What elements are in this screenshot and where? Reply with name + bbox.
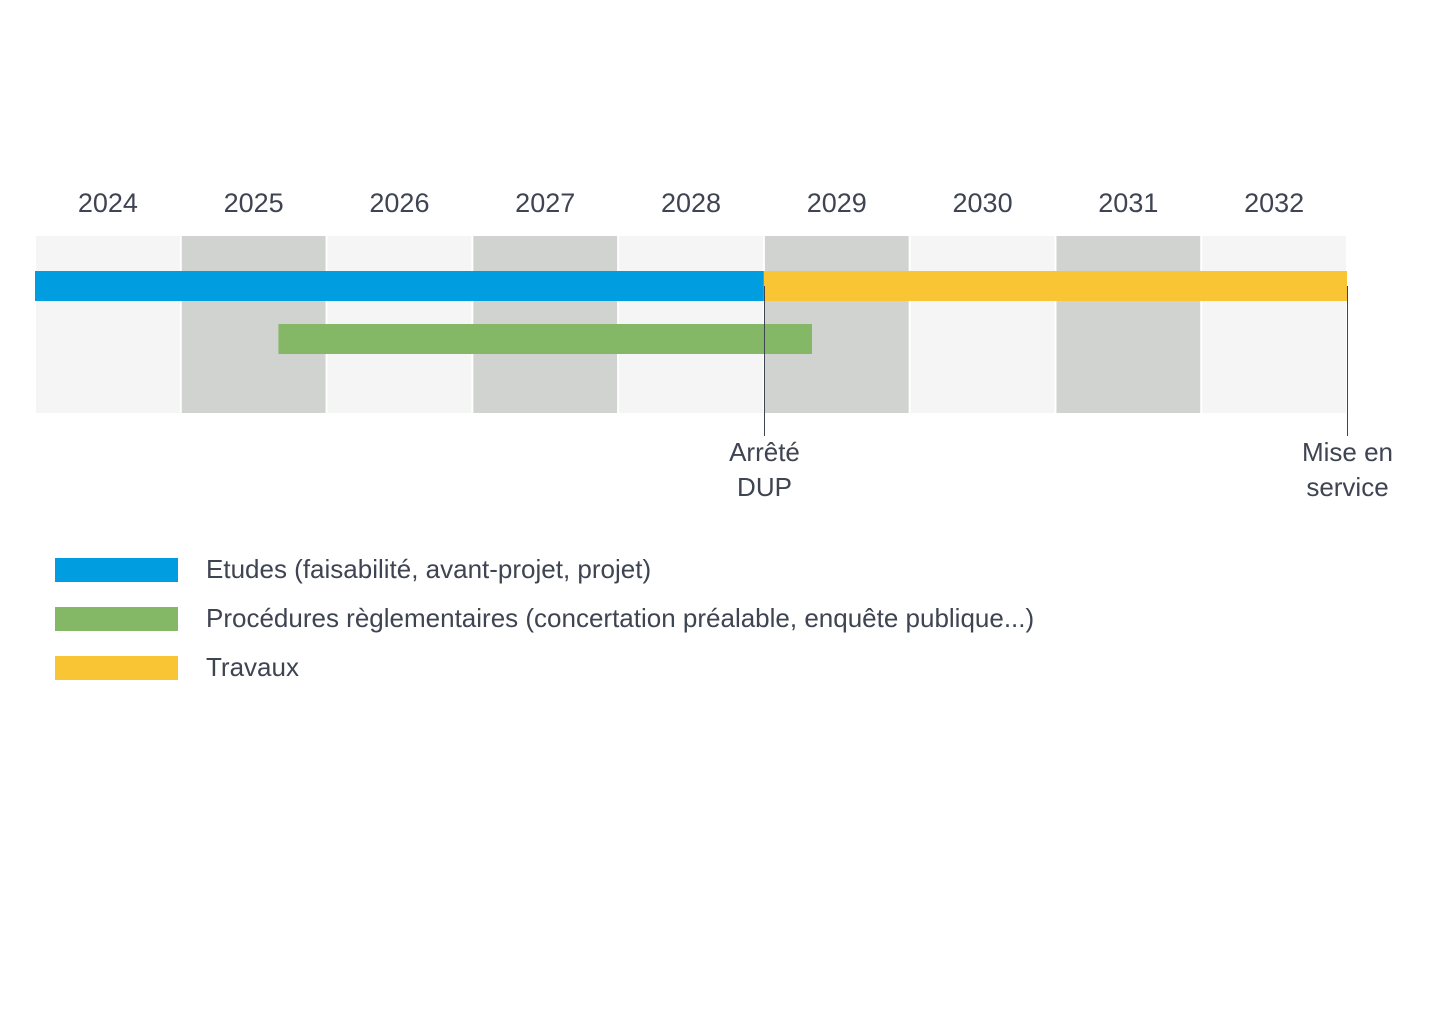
legend-label-etudes: Etudes (faisabilité, avant-projet, proje… [206, 554, 652, 584]
year-band-2024 [36, 236, 180, 413]
milestone-label-line: Mise en [1302, 437, 1393, 467]
legend-swatch-etudes [55, 558, 178, 582]
legend-label-procedures: Procédures règlementaires (concertation … [206, 603, 1035, 633]
milestone-label-line: Arrêté [729, 437, 800, 467]
legend-swatch-procedures [55, 607, 178, 631]
year-label-2029: 2029 [807, 188, 867, 218]
task-bar-2 [278, 324, 812, 354]
task-bar-1 [763, 271, 1347, 301]
task-bars [35, 271, 1347, 354]
year-label-2031: 2031 [1098, 188, 1158, 218]
milestones: Arrêté DUP Mise en service [729, 286, 1393, 502]
legend-swatch-travaux [55, 656, 178, 680]
task-bar-0 [35, 271, 764, 301]
milestone-label-line: service [1306, 472, 1388, 502]
year-band-2031 [1056, 236, 1201, 413]
year-label-2027: 2027 [515, 188, 575, 218]
year-band-2030 [910, 236, 1055, 413]
milestone-label-1: Mise en service [1302, 437, 1393, 502]
year-label-2025: 2025 [224, 188, 284, 218]
year-label-2030: 2030 [953, 188, 1013, 218]
year-label-2032: 2032 [1244, 188, 1304, 218]
year-label-2026: 2026 [369, 188, 429, 218]
year-labels: 2024 2025 2026 2027 2028 2029 2030 2031 2032 [78, 188, 1304, 218]
year-label-2024: 2024 [78, 188, 138, 218]
year-label-2028: 2028 [661, 188, 721, 218]
timeline-chart: 2024 2025 2026 2027 2028 2029 2030 2031 2032 Arr… [35, 188, 1393, 502]
milestone-label-line: DUP [737, 472, 792, 502]
year-band-2032 [1202, 236, 1346, 413]
legend-label-travaux: Travaux [206, 652, 299, 682]
milestone-label-0: Arrêté DUP [729, 437, 800, 502]
